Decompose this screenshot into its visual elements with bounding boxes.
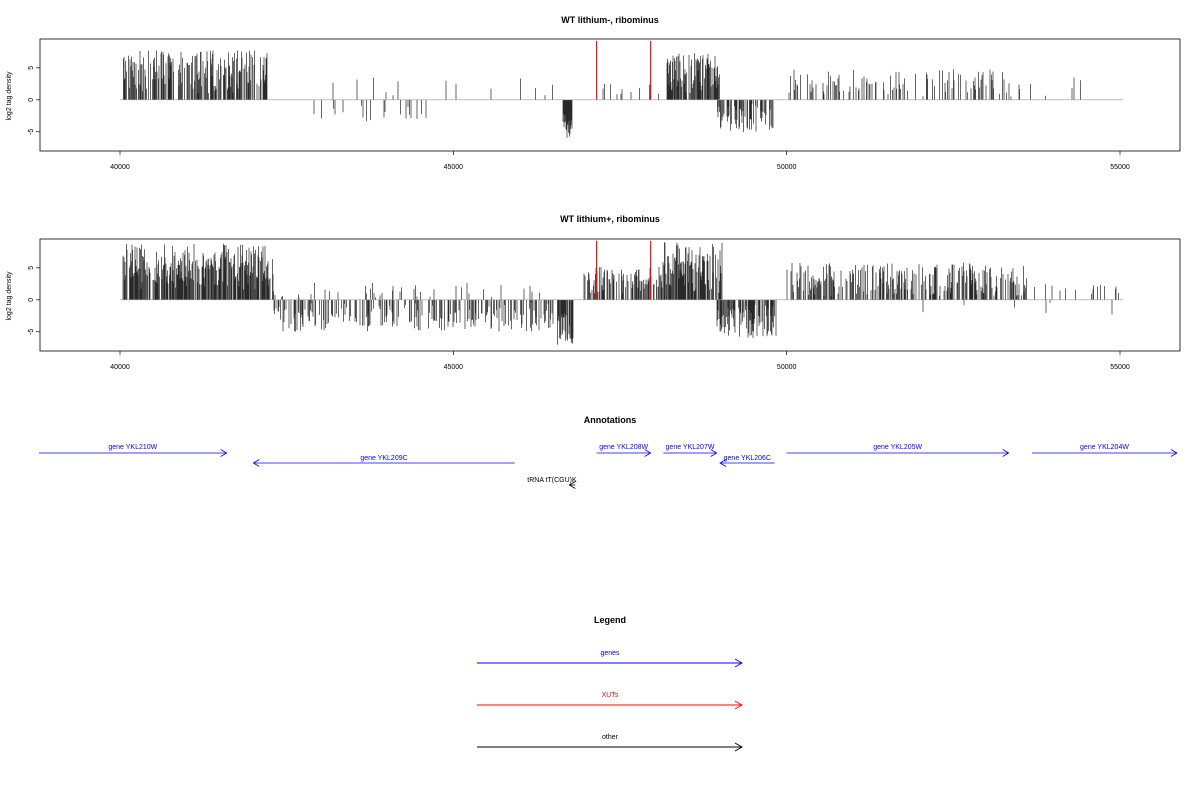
feature-label: gene YKL204W [1080,444,1129,451]
annotations-title: Annotations [584,415,637,425]
plot-frame [39,38,1181,152]
x-tick-label: 55000 [1110,364,1130,371]
feature-label: gene YKL208W [599,444,648,451]
y-axis-label: log2 tag density [6,71,13,121]
feature-arrowhead [1002,449,1010,457]
legend-arrowhead [734,742,743,752]
y-tick-label: -5 [28,329,35,335]
plot-frame [39,238,1181,352]
feature-arrowhead [719,459,727,467]
feature-arrowhead [568,481,576,489]
feature-label: gene YKL205W [873,444,922,451]
y-tick-label: 5 [28,266,35,270]
legend-label: other [602,734,619,741]
legend-arrowhead [734,658,743,668]
legend-arrowhead [734,700,743,710]
panel-title: WT lithium-, ribominus [561,15,659,25]
y-tick-label: 0 [28,98,35,102]
y-tick-label: -5 [28,129,35,135]
feature-arrowhead [1170,449,1178,457]
y-axis-label: log2 tag density [6,271,13,321]
feature-arrowhead [252,459,260,467]
feature-group: gene YKL210W gene YKL209C gene YKL208W gene… [39,444,1178,489]
feature-label: gene YKL207W [666,444,715,451]
density-panel-lithium-plus: WT lithium+, ribominus log2 tag density … [6,214,1181,371]
feature-label: gene YKL206C [724,455,771,462]
feature-arrowhead [644,449,652,457]
axes-group: -5 0 5 40000 45000 50000 55000 [28,66,1130,171]
y-tick-label: 0 [28,298,35,302]
legend-title: Legend [594,615,626,625]
x-tick-label: 40000 [110,164,130,171]
panel-title: WT lithium+, ribominus [560,214,660,224]
feature-arrowhead [710,449,718,457]
x-tick-label: 55000 [1110,164,1130,171]
feature-label: gene YKL210W [108,444,157,451]
legend-label: genes [600,650,620,657]
x-tick-label: 45000 [444,164,464,171]
legend-items: genes XUTs other [477,650,743,752]
axes-group: -5 0 5 40000 45000 50000 55000 [28,266,1130,371]
density-panel-lithium-minus: WT lithium-, ribominus log2 tag density … [6,15,1181,171]
feature-label: tRNA tT(CGU)K [527,477,577,484]
x-tick-label: 45000 [444,364,464,371]
bar-group [123,40,1081,138]
x-tick-label: 40000 [110,364,130,371]
legend-label: XUTs [602,692,619,699]
legend-panel: Legend genes XUTs other [477,615,743,752]
feature-arrowhead [220,449,228,457]
bar-group [122,240,1119,345]
y-tick-label: 5 [28,66,35,70]
x-tick-label: 50000 [777,164,797,171]
x-tick-label: 50000 [777,364,797,371]
feature-label: gene YKL209C [360,455,407,462]
